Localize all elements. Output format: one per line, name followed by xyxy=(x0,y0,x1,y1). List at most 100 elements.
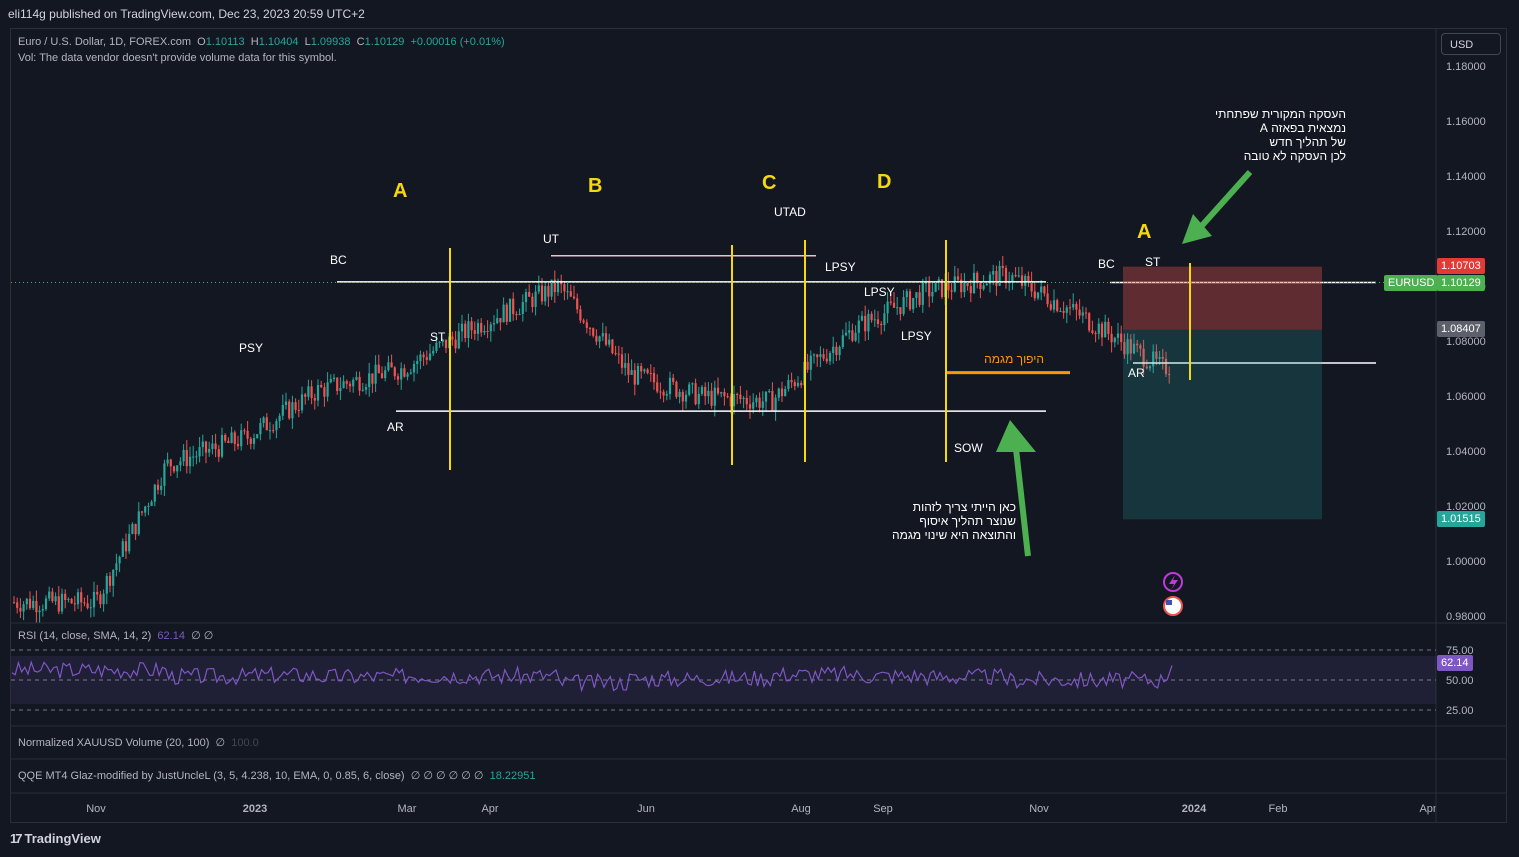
candle-body xyxy=(1001,265,1004,269)
candle-body xyxy=(339,387,342,392)
candle-body xyxy=(1168,374,1171,376)
y-tick-label: 1.14000 xyxy=(1446,171,1486,183)
tradingview-logo[interactable]: 17 TradingView xyxy=(10,831,101,846)
candle-body xyxy=(12,602,16,604)
candle-body xyxy=(115,563,118,570)
target-price-tag: 1.01515 xyxy=(1437,511,1485,527)
candle-body xyxy=(188,456,192,467)
candle-body xyxy=(1017,275,1020,277)
candle-body xyxy=(860,315,864,321)
candle-body xyxy=(528,292,531,297)
candle-body xyxy=(665,394,668,396)
candle-body xyxy=(400,368,403,380)
candle-body xyxy=(102,593,105,605)
candle-body xyxy=(364,387,368,390)
candle-body xyxy=(883,313,886,326)
current-price-tag: 1.10129 xyxy=(1437,275,1485,291)
candle-body xyxy=(1049,304,1052,310)
label-lpsy-3: LPSY xyxy=(901,329,932,343)
candle-body xyxy=(713,387,716,406)
candle-body xyxy=(19,607,22,612)
candle-body xyxy=(144,506,147,513)
candle-body xyxy=(236,443,240,447)
candle-body xyxy=(492,323,496,325)
candle-body xyxy=(348,383,352,387)
candle-body xyxy=(1036,292,1040,299)
label-psy: PSY xyxy=(239,341,264,355)
candle-body xyxy=(780,388,784,397)
lightning-icon-glyph xyxy=(1169,575,1178,590)
chart-panel[interactable] xyxy=(10,28,1507,823)
candle-body xyxy=(147,505,150,507)
label-ut: UT xyxy=(543,232,559,246)
close-value: 1.10129 xyxy=(364,36,405,48)
candle-body xyxy=(835,346,838,356)
candle-body xyxy=(80,592,83,603)
currency-button[interactable]: USD xyxy=(1441,33,1501,55)
candle-body xyxy=(892,302,896,308)
candle-body xyxy=(748,404,752,409)
candle-body xyxy=(774,397,777,411)
phase-label-b: B xyxy=(588,175,603,197)
candle-body xyxy=(1011,275,1014,282)
candle-body xyxy=(140,511,144,513)
candle-body xyxy=(153,484,156,502)
y-axis-ticks: 1.180001.160001.140001.120001.100001.080… xyxy=(1446,61,1486,623)
candle-body xyxy=(579,309,582,321)
candle-body xyxy=(508,298,512,322)
candle-body xyxy=(374,364,377,384)
y-tick-label: 1.08000 xyxy=(1446,336,1486,348)
candle-body xyxy=(1030,280,1033,292)
candle-body xyxy=(246,430,249,439)
candle-body xyxy=(755,397,758,403)
candle-body xyxy=(569,291,572,297)
y-tick-label: 1.02000 xyxy=(1446,501,1486,513)
candle-body xyxy=(368,373,371,388)
candle-body xyxy=(323,387,326,397)
candle-body xyxy=(1110,333,1113,343)
candle-body xyxy=(732,394,736,407)
label-ar-new: AR xyxy=(1128,366,1145,380)
label-utad: UTAD xyxy=(774,205,806,219)
candle-body xyxy=(700,386,704,394)
candle-body xyxy=(854,332,857,341)
candle-body xyxy=(179,461,182,466)
candle-body xyxy=(566,291,569,293)
candle-body xyxy=(694,383,697,405)
candle-body xyxy=(265,417,268,431)
candle-body xyxy=(982,285,985,290)
candle-body xyxy=(825,358,828,362)
candle-body xyxy=(1107,321,1110,334)
high-value: 1.10404 xyxy=(258,36,299,48)
candle-body xyxy=(214,443,217,450)
candles xyxy=(12,255,1171,623)
candle-body xyxy=(310,386,313,398)
candle-body xyxy=(182,449,185,462)
candle-body xyxy=(972,272,976,294)
candle-body xyxy=(899,307,902,315)
rsi-label: RSI (14, close, SMA, 14, 2) xyxy=(18,630,152,642)
candle-body xyxy=(416,361,419,364)
candle-body xyxy=(758,397,761,408)
candle-body xyxy=(620,354,624,368)
candle-body xyxy=(473,330,476,334)
rsi-pane: 75.00 50.00 25.00 xyxy=(11,645,1474,717)
phase-label-c: C xyxy=(762,172,777,194)
candle-body xyxy=(1065,307,1068,313)
rsi-level-label: 75.00 xyxy=(1446,645,1474,657)
candle-body xyxy=(937,279,940,282)
candle-body xyxy=(1078,309,1081,316)
label-bc-new: BC xyxy=(1098,257,1115,271)
candle-body xyxy=(857,320,860,333)
candle-body xyxy=(137,511,140,535)
candle-body xyxy=(409,372,412,374)
candle-body xyxy=(297,409,300,411)
x-tick-label: Apr xyxy=(1419,803,1436,815)
candle-body xyxy=(928,282,931,297)
candle-body xyxy=(1040,286,1043,293)
candle-body xyxy=(288,401,291,419)
candle-body xyxy=(268,430,272,432)
candle-body xyxy=(556,280,560,293)
candle-body xyxy=(384,370,387,379)
